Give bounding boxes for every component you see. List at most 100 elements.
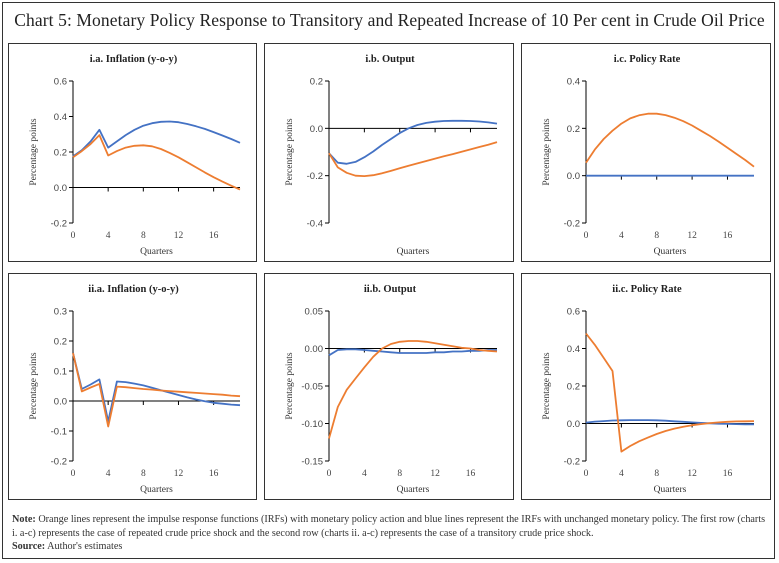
x-tick-label: 12	[687, 469, 697, 479]
y-tick-label: 0.3	[54, 307, 67, 318]
y-axis-label: Percentage points	[542, 118, 552, 186]
source-text: Author's estimates	[45, 541, 123, 552]
y-tick-label: 0.0	[54, 183, 67, 194]
y-tick-label: -0.2	[51, 219, 67, 230]
chart-svg-iib: ii.b. Output -0.15 -0.10 -0.05 0.00 0.05 0 4 8 12…	[285, 284, 498, 495]
x-axis-label: Quarters	[397, 485, 430, 495]
y-tick-label: 0.2	[54, 337, 67, 348]
x-tick-label: 8	[397, 469, 402, 479]
chart-svg-iia: ii.a. Inflation (y-o-y) -0.2 -0.1 0.0 0.1 0.2…	[29, 284, 241, 495]
series-line-blue	[585, 419, 754, 426]
chart-svg-ic: i.c. Policy Rate -0.2 0.0 0.2 0.4 0 4 8 12 16 Quar…	[542, 54, 755, 257]
y-tick-label: 0.00	[305, 344, 324, 355]
y-tick-label: 0.6	[567, 307, 580, 318]
series-line-blue	[328, 119, 498, 165]
x-tick-label: 0	[71, 231, 76, 241]
x-tick-label: 0	[71, 469, 76, 479]
y-axis-label: Percentage points	[29, 118, 39, 186]
panel-policy-rate-repeated: i.c. Policy Rate -0.2 0.0 0.2 0.4 0 4 8 12 16 Quar…	[521, 43, 771, 262]
x-axis-label: Quarters	[140, 485, 173, 495]
x-axis-label: Quarters	[397, 247, 430, 257]
panel-inflation-repeated: i.a. Inflation (y-o-y) -0.2 0.0 0.2 0.4 0.6 0 4…	[8, 43, 257, 262]
x-tick-label: 4	[362, 469, 367, 479]
chart-svg-ia: i.a. Inflation (y-o-y) -0.2 0.0 0.2 0.4 0.6 0 4…	[29, 54, 241, 257]
x-tick-label: 8	[141, 469, 146, 479]
series-line-orange	[72, 352, 241, 428]
x-tick-label: 12	[174, 231, 184, 241]
panel-output-transitory: ii.b. Output -0.15 -0.10 -0.05 0.00 0.05 0 4 8 12…	[264, 273, 514, 500]
y-tick-label: 0.0	[567, 419, 580, 430]
x-tick-label: 8	[141, 231, 146, 241]
x-tick-label: 0	[584, 231, 589, 241]
y-tick-label: 0.2	[567, 124, 580, 135]
panel-title: i.b. Output	[365, 54, 415, 65]
y-tick-label: -0.1	[51, 427, 67, 438]
x-tick-label: 8	[654, 231, 659, 241]
panel-title: ii.c. Policy Rate	[612, 284, 682, 295]
x-tick-label: 8	[654, 469, 659, 479]
panel-title: ii.a. Inflation (y-o-y)	[88, 284, 179, 295]
series-line-blue	[72, 352, 241, 423]
y-tick-label: -0.10	[301, 419, 323, 430]
y-tick-label: 0.1	[54, 367, 67, 378]
y-tick-label: 0.2	[567, 382, 580, 393]
x-tick-label: 16	[723, 469, 733, 479]
footnote: Note: Orange lines represent the impulse…	[12, 513, 772, 554]
note-paragraph: Note: Orange lines represent the impulse…	[12, 513, 772, 540]
panel-policy-rate-transitory: ii.c. Policy Rate -0.2 0.0 0.2 0.4 0.6 0 4 8 12 16…	[521, 273, 771, 500]
chart-svg-ib: i.b. Output -0.4 -0.2 0.0 0.2 Quarters Percent…	[285, 54, 498, 257]
x-tick-label: 16	[209, 231, 219, 241]
series-line-blue	[328, 348, 497, 357]
x-tick-label: 4	[106, 469, 111, 479]
source-label: Source:	[12, 541, 46, 552]
x-tick-label: 16	[209, 469, 219, 479]
y-tick-label: 0.6	[54, 77, 67, 88]
series-line-orange	[328, 340, 498, 439]
y-tick-label: -0.4	[307, 219, 323, 230]
x-axis-label: Quarters	[140, 247, 173, 257]
y-tick-label: -0.2	[564, 219, 580, 230]
y-tick-label: 0.0	[567, 171, 580, 182]
figure-title: Chart 5: Monetary Policy Response to Tra…	[14, 10, 765, 30]
y-axis-label: Percentage points	[29, 352, 39, 420]
panel-title: ii.b. Output	[364, 284, 417, 295]
panel-title: i.c. Policy Rate	[614, 54, 681, 65]
x-tick-label: 4	[619, 231, 624, 241]
y-tick-label: 0.0	[310, 124, 323, 135]
y-axis-label: Percentage points	[285, 118, 295, 186]
x-tick-label: 4	[619, 469, 624, 479]
y-tick-label: -0.2	[51, 457, 67, 468]
y-axis-label: Percentage points	[542, 352, 552, 420]
series-line-orange	[585, 332, 755, 453]
source-paragraph: Source: Author's estimates	[12, 540, 772, 554]
x-tick-label: 12	[174, 469, 184, 479]
x-axis-label: Quarters	[654, 485, 687, 495]
note-label: Note:	[12, 514, 36, 525]
chart-svg-iic: ii.c. Policy Rate -0.2 0.0 0.2 0.4 0.6 0 4 8 12 16…	[542, 284, 755, 495]
x-axis-label: Quarters	[654, 247, 687, 257]
series-line-orange	[328, 141, 498, 178]
y-tick-label: 0.4	[54, 112, 67, 123]
panel-output-repeated: i.b. Output -0.4 -0.2 0.0 0.2 Quarters Percent…	[264, 43, 514, 262]
y-tick-label: 0.05	[305, 307, 324, 318]
series-line-orange	[72, 134, 241, 191]
y-tick-label: -0.05	[301, 382, 323, 393]
y-tick-label: 0.2	[310, 77, 323, 88]
y-tick-label: 0.4	[567, 77, 580, 88]
x-tick-label: 12	[687, 231, 697, 241]
y-tick-label: 0.0	[54, 397, 67, 408]
series-line-blue	[72, 120, 241, 158]
y-tick-label: -0.2	[564, 457, 580, 468]
x-tick-label: 16	[723, 231, 733, 241]
x-tick-label: 12	[430, 469, 440, 479]
x-tick-label: 0	[327, 469, 332, 479]
x-tick-label: 16	[466, 469, 476, 479]
y-tick-label: -0.15	[301, 457, 323, 468]
y-tick-label: 0.2	[54, 148, 67, 159]
y-tick-label: 0.4	[567, 344, 580, 355]
x-tick-label: 4	[106, 231, 111, 241]
panel-title: i.a. Inflation (y-o-y)	[90, 54, 178, 65]
series-line-orange	[585, 112, 755, 168]
x-tick-label: 0	[584, 469, 589, 479]
